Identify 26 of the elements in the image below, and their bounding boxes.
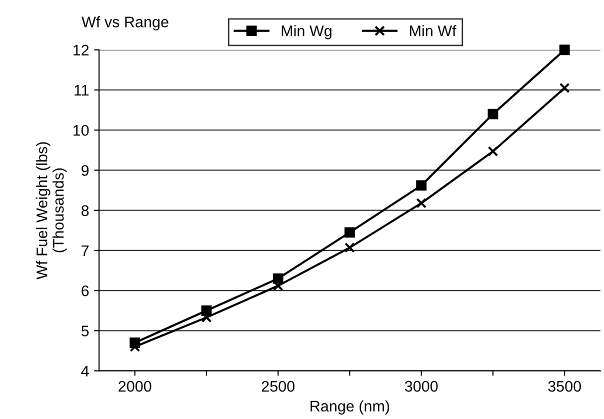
point	[344, 242, 355, 253]
x-tick-label: 2500	[262, 380, 294, 392]
x-axis-title: Range (nm)	[310, 400, 390, 415]
y-tick-label: 12	[74, 44, 89, 56]
y-tick-label: 4	[81, 366, 89, 376]
point	[416, 180, 427, 191]
point	[559, 44, 570, 56]
point	[344, 227, 355, 238]
x-tick-label: 2000	[118, 380, 152, 392]
x-tick-label: 3000	[404, 380, 438, 392]
point	[416, 198, 427, 208]
point	[488, 108, 498, 120]
y-tick-label: 6	[82, 285, 89, 296]
point	[488, 146, 498, 157]
y-tick-label: 8	[82, 205, 89, 216]
legend-label: Min Wg	[282, 25, 332, 40]
y-tick-label: 11	[74, 85, 89, 96]
point	[559, 82, 570, 94]
y-axis-title: Wf Fuel Weight (lbs) (Thousands)	[36, 142, 67, 280]
y-tick-label: 10	[74, 124, 89, 136]
y-tick-label: 9	[82, 165, 89, 176]
x-tick-label: 3500	[548, 380, 581, 392]
chart-title: Wf vs Range	[82, 16, 168, 30]
y-tick-label: 7	[82, 245, 89, 256]
legend-label: Min Wf	[410, 25, 456, 36]
y-tick-label: 5	[81, 326, 89, 336]
